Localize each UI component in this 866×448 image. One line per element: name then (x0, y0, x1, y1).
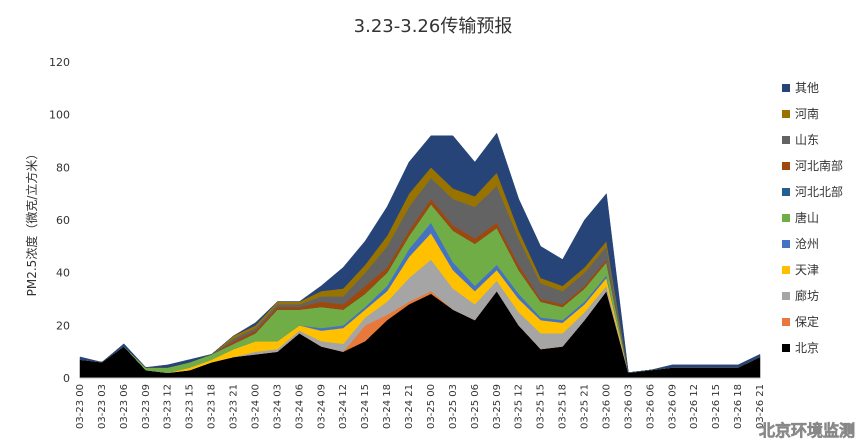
y-tick-0: 0 (63, 372, 70, 385)
legend-swatch-9 (782, 318, 790, 326)
x-tick-03-25-15: 03-25 15 (536, 384, 547, 429)
x-tick-03-25-12: 03-25 12 (514, 384, 525, 429)
legend-label-5: 唐山 (795, 210, 819, 225)
x-tick-03-25-18: 03-25 18 (558, 384, 569, 429)
x-tick-03-25-09: 03-25 09 (492, 384, 503, 429)
x-tick-03-25-06: 03-25 06 (470, 384, 481, 429)
y-axis: 0 20 40 60 80 100 120 (49, 56, 70, 385)
legend-swatch-0 (782, 84, 790, 92)
x-tick-03-26-18: 03-26 18 (733, 384, 744, 429)
y-tick-100: 100 (49, 109, 70, 122)
legend-label-4: 河北北部 (795, 184, 843, 199)
x-tick-03-24-06: 03-24 06 (294, 384, 305, 429)
x-tick-03-23-06: 03-23 06 (119, 384, 130, 429)
x-tick-03-23-03: 03-23 03 (97, 384, 108, 429)
legend-swatch-4 (782, 188, 790, 196)
legend-swatch-10 (782, 344, 790, 352)
plot-area (79, 132, 761, 379)
x-tick-03-26-15: 03-26 15 (711, 384, 722, 429)
legend-label-9: 保定 (795, 314, 819, 329)
legend-label-3: 河北南部 (795, 158, 843, 173)
x-tick-03-26-03: 03-26 03 (623, 384, 634, 429)
x-tick-03-26-09: 03-26 09 (667, 384, 678, 429)
x-tick-03-25-21: 03-25 21 (580, 384, 591, 429)
legend-swatch-2 (782, 136, 790, 144)
x-tick-03-24-21: 03-24 21 (404, 384, 415, 429)
y-tick-120: 120 (49, 56, 70, 69)
y-axis-label: PM2.5浓度（微克/立方米） (24, 148, 39, 297)
x-tick-03-24-15: 03-24 15 (360, 384, 371, 429)
y-tick-80: 80 (56, 161, 70, 174)
x-tick-03-25-03: 03-25 03 (448, 384, 459, 429)
legend-label-0: 其他 (795, 81, 819, 95)
x-tick-03-23-09: 03-23 09 (141, 384, 152, 429)
y-tick-40: 40 (56, 267, 70, 280)
area-series-10 (79, 132, 761, 374)
legend-swatch-8 (782, 292, 790, 300)
x-tick-03-23-00: 03-23 00 (75, 384, 86, 429)
y-tick-20: 20 (56, 319, 70, 332)
x-tick-03-23-15: 03-23 15 (185, 384, 196, 429)
x-tick-03-24-00: 03-24 00 (250, 384, 261, 429)
legend-label-2: 山东 (795, 133, 819, 147)
x-axis: 03-23 00 03-23 03 03-23 06 03-23 09 03-23 12… (75, 377, 766, 429)
legend-label-10: 北京 (795, 341, 819, 355)
x-tick-03-23-18: 03-23 18 (207, 384, 218, 429)
x-tick-03-26-06: 03-26 06 (645, 384, 656, 429)
x-tick-03-25-00: 03-25 00 (426, 384, 437, 429)
legend-label-6: 沧州 (795, 236, 819, 251)
x-tick-03-26-12: 03-26 12 (689, 384, 700, 429)
x-tick-03-24-09: 03-24 09 (316, 384, 327, 429)
legend-swatch-6 (782, 240, 790, 248)
legend-swatch-7 (782, 266, 790, 274)
x-tick-03-23-12: 03-23 12 (163, 384, 174, 429)
legend-swatch-5 (782, 214, 790, 222)
legend-label-1: 河南 (795, 106, 819, 121)
legend-label-8: 廊坊 (795, 288, 819, 303)
x-tick-03-24-12: 03-24 12 (338, 384, 349, 429)
x-tick-03-26-21: 03-26 21 (755, 384, 766, 429)
x-tick-03-24-18: 03-24 18 (382, 384, 393, 429)
x-tick-03-24-03: 03-24 03 (272, 384, 283, 429)
y-tick-60: 60 (56, 214, 70, 227)
chart-title: 3.23-3.26传输预报 (354, 16, 513, 37)
legend-swatch-1 (782, 110, 790, 118)
x-tick-03-26-00: 03-26 00 (601, 384, 612, 429)
watermark: 北京环境监测 (759, 421, 855, 440)
legend-label-7: 天津 (795, 263, 819, 277)
legend-swatch-3 (782, 162, 790, 170)
x-tick-03-23-21: 03-23 21 (229, 384, 240, 429)
